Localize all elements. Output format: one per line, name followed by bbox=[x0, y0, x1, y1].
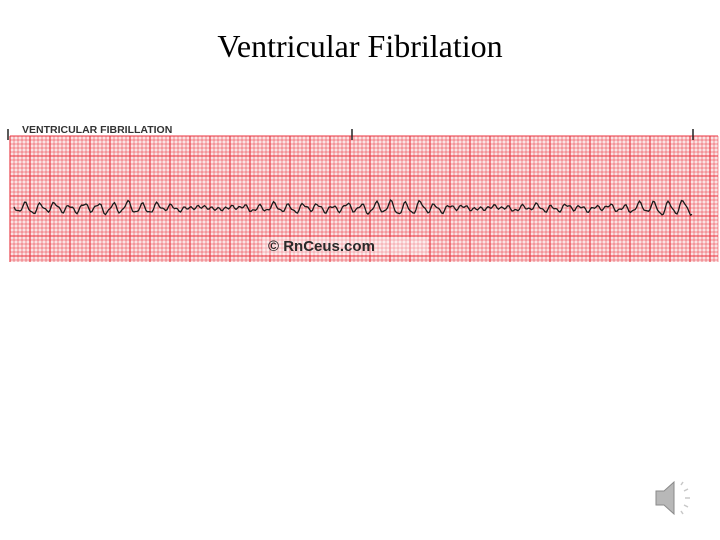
watermark: © RnCeus.com bbox=[268, 238, 375, 255]
slide-title: Ventricular Fibrilation bbox=[217, 28, 503, 64]
ecg-strip: VENTRICULAR FIBRILLATION © RnCeus.com bbox=[0, 118, 720, 264]
strip-label: VENTRICULAR FIBRILLATION bbox=[22, 124, 172, 136]
ecg-trace bbox=[13, 199, 693, 216]
ecg-strip-graphic: VENTRICULAR FIBRILLATION © RnCeus.com bbox=[0, 118, 720, 264]
ecg-grid bbox=[9, 135, 719, 262]
speaker-icon[interactable] bbox=[652, 474, 702, 522]
